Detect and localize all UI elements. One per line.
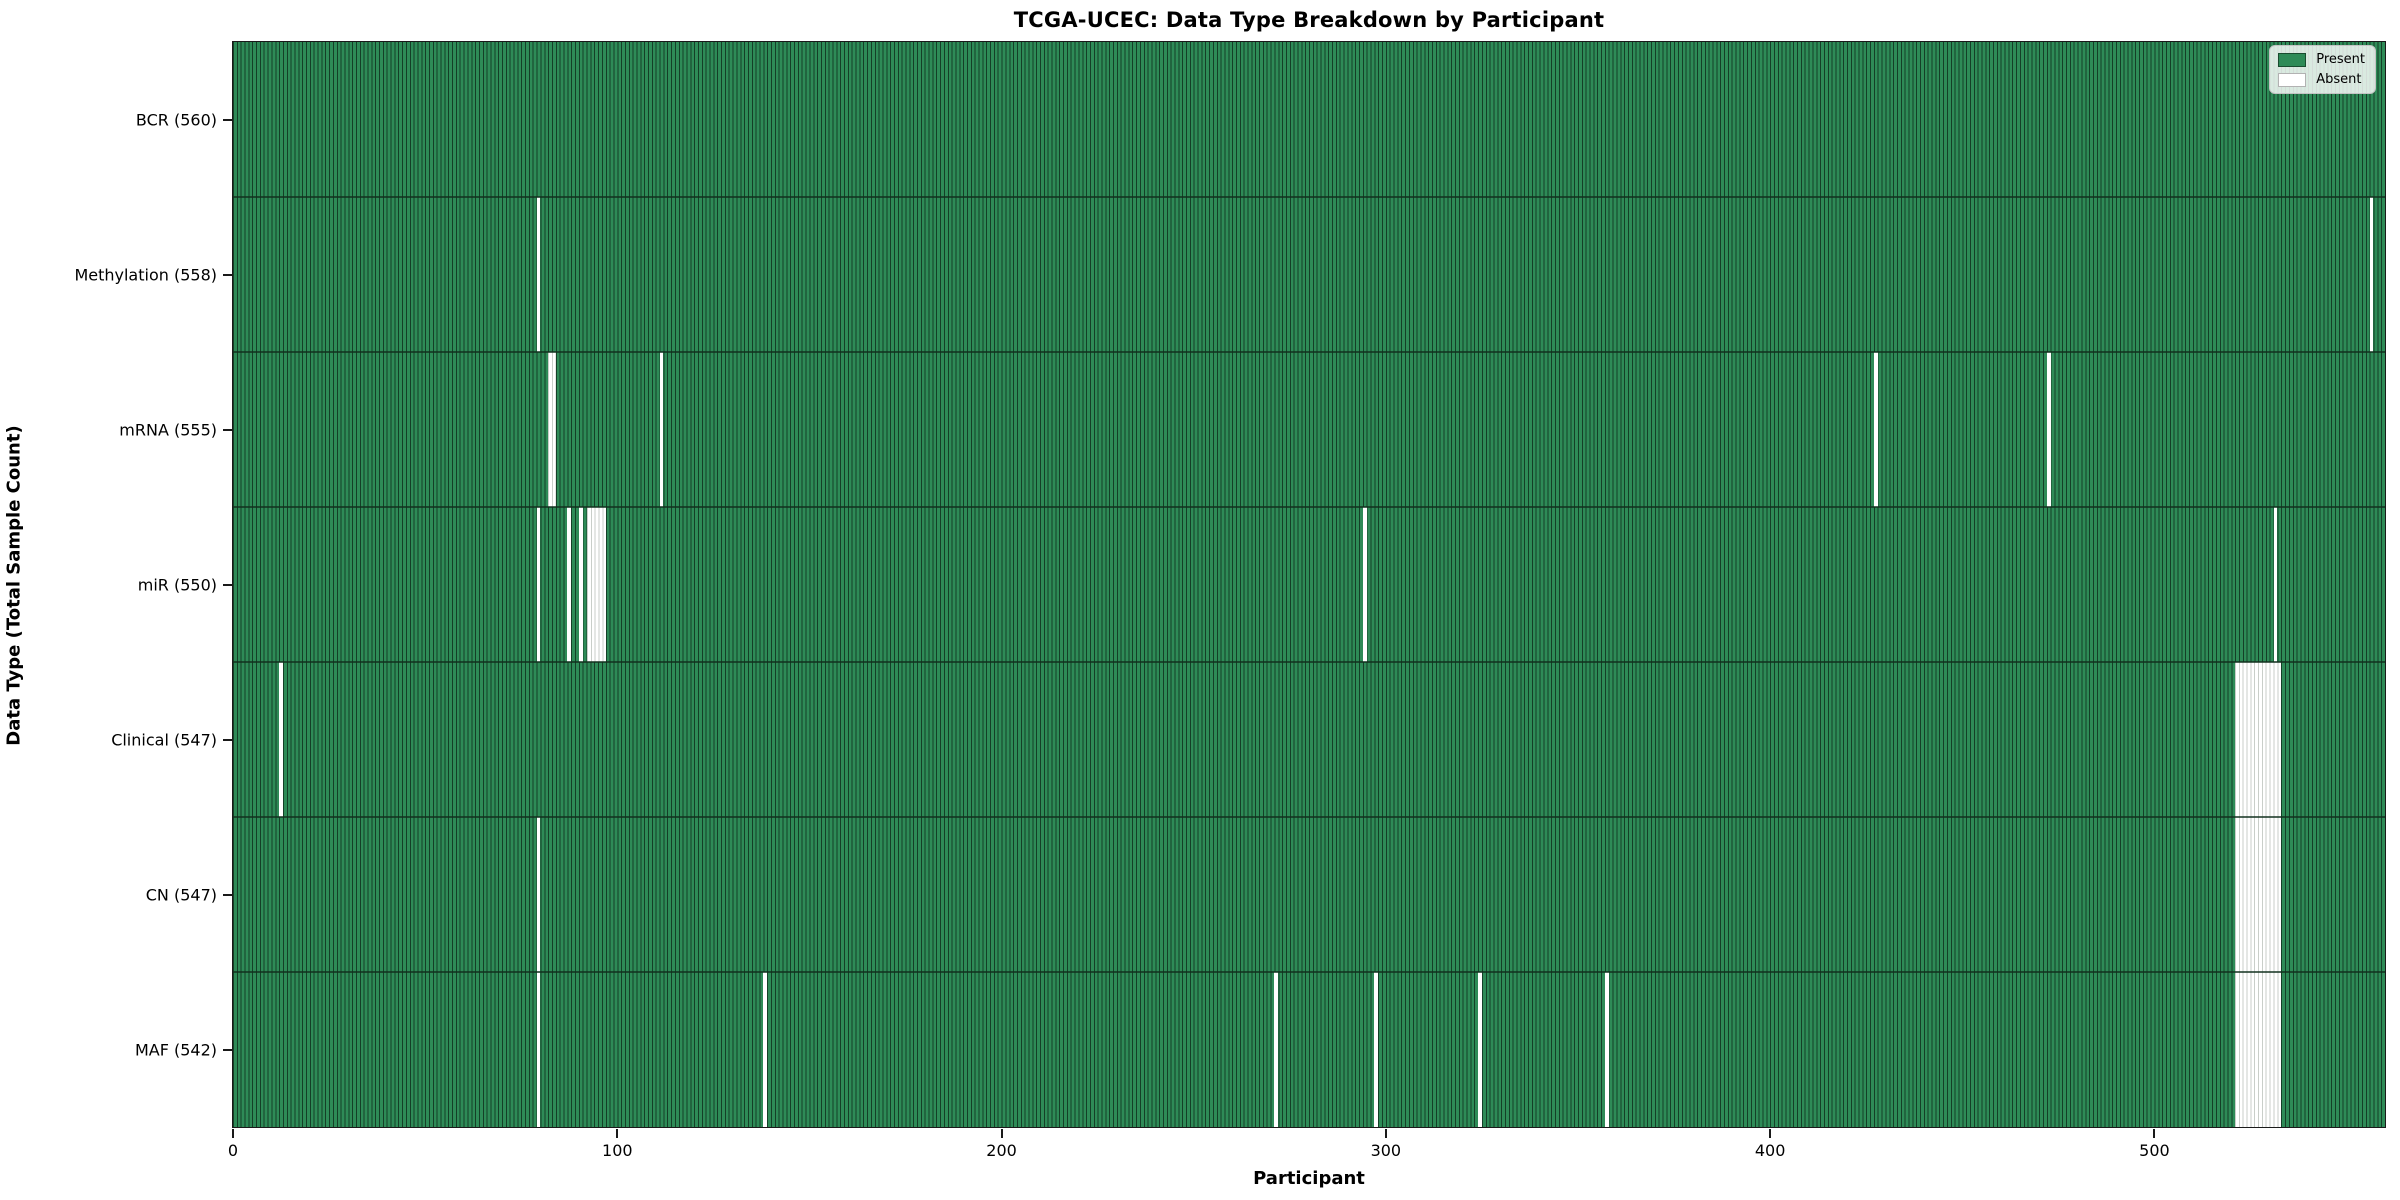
x-tick-mark <box>1000 1129 1003 1138</box>
absent-gap <box>578 507 583 662</box>
absent-gap <box>279 662 283 817</box>
x-tick-label: 200 <box>986 1141 1017 1160</box>
absent-gap <box>1604 972 1609 1127</box>
absent-gap <box>2046 352 2051 507</box>
y-tick-label: MAF (542) <box>134 1040 217 1059</box>
absent-gap <box>1374 972 1379 1127</box>
y-axis-label: Data Type (Total Sample Count) <box>3 425 25 746</box>
absent-gap <box>659 352 664 507</box>
absent-gap <box>2235 972 2282 1127</box>
row-boundary <box>233 661 2385 663</box>
y-tick-label: Clinical (547) <box>111 730 217 749</box>
absent-gap <box>2273 507 2278 662</box>
x-tick-mark <box>1384 1129 1387 1138</box>
y-tick-mark <box>223 738 232 741</box>
y-tick-label: miR (550) <box>137 575 217 594</box>
absent-gap <box>2369 197 2374 352</box>
absent-gap <box>1478 972 1482 1127</box>
row-stripe-bcr <box>233 42 2385 197</box>
absent-gap <box>586 507 606 662</box>
absent-gap <box>536 972 541 1127</box>
absent-gap <box>567 507 572 662</box>
row-stripe-maf <box>233 972 2385 1127</box>
x-tick-mark <box>1769 1129 1772 1138</box>
y-tick-mark <box>223 118 232 121</box>
absent-gap <box>1362 507 1367 662</box>
absent-gap <box>763 972 768 1127</box>
legend-absent-swatch <box>2278 72 2307 87</box>
y-tick-mark <box>223 273 232 276</box>
absent-gap <box>1274 972 1279 1127</box>
x-tick-label: 400 <box>1754 1141 1786 1160</box>
legend-present-swatch <box>2278 52 2307 67</box>
x-tick-label: 0 <box>227 1141 239 1160</box>
absent-gap <box>2235 817 2282 972</box>
y-tick-label: CN (547) <box>145 885 217 904</box>
row-boundary <box>233 816 2385 818</box>
row-boundary <box>233 196 2385 198</box>
row-boundary <box>233 506 2385 508</box>
absent-gap <box>548 352 556 507</box>
legend-item-absent: Absent <box>2278 72 2365 87</box>
row-stripe-mrna <box>233 352 2385 507</box>
absent-gap <box>536 507 541 662</box>
y-tick-mark <box>223 583 232 586</box>
row-stripe-cn <box>233 817 2385 972</box>
row-stripe-mir <box>233 507 2385 662</box>
chart-title: TCGA-UCEC: Data Type Breakdown by Partic… <box>1013 8 1605 32</box>
absent-gap <box>536 197 541 352</box>
y-tick-mark <box>223 428 232 431</box>
x-tick-label: 300 <box>1370 1141 1402 1160</box>
y-tick-label: BCR (560) <box>135 110 217 129</box>
legend-item-label: Absent <box>2316 72 2362 87</box>
x-tick-mark <box>616 1129 619 1138</box>
legend-item-present: Present <box>2278 52 2365 67</box>
row-stripe-methylation <box>233 197 2385 352</box>
absent-gap <box>1873 352 1878 507</box>
y-tick-mark <box>223 893 232 896</box>
y-tick-label: Methylation (558) <box>74 265 217 284</box>
legend: Present Absent <box>2269 45 2376 94</box>
plot-area: Present Absent <box>233 42 2385 1127</box>
row-boundary <box>233 351 2385 353</box>
x-tick-mark <box>232 1129 234 1138</box>
legend-item-label: Present <box>2316 52 2365 67</box>
y-tick-label: mRNA (555) <box>119 420 217 439</box>
x-tick-mark <box>2153 1129 2156 1138</box>
x-tick-label: 500 <box>2139 1141 2170 1160</box>
row-boundary <box>233 971 2385 973</box>
y-tick-mark <box>223 1048 232 1051</box>
x-axis-label: Participant <box>1253 1168 1365 1189</box>
row-stripe-clinical <box>233 662 2385 817</box>
x-tick-label: 100 <box>602 1141 633 1160</box>
absent-gap <box>536 817 541 972</box>
absent-gap <box>2235 662 2282 817</box>
